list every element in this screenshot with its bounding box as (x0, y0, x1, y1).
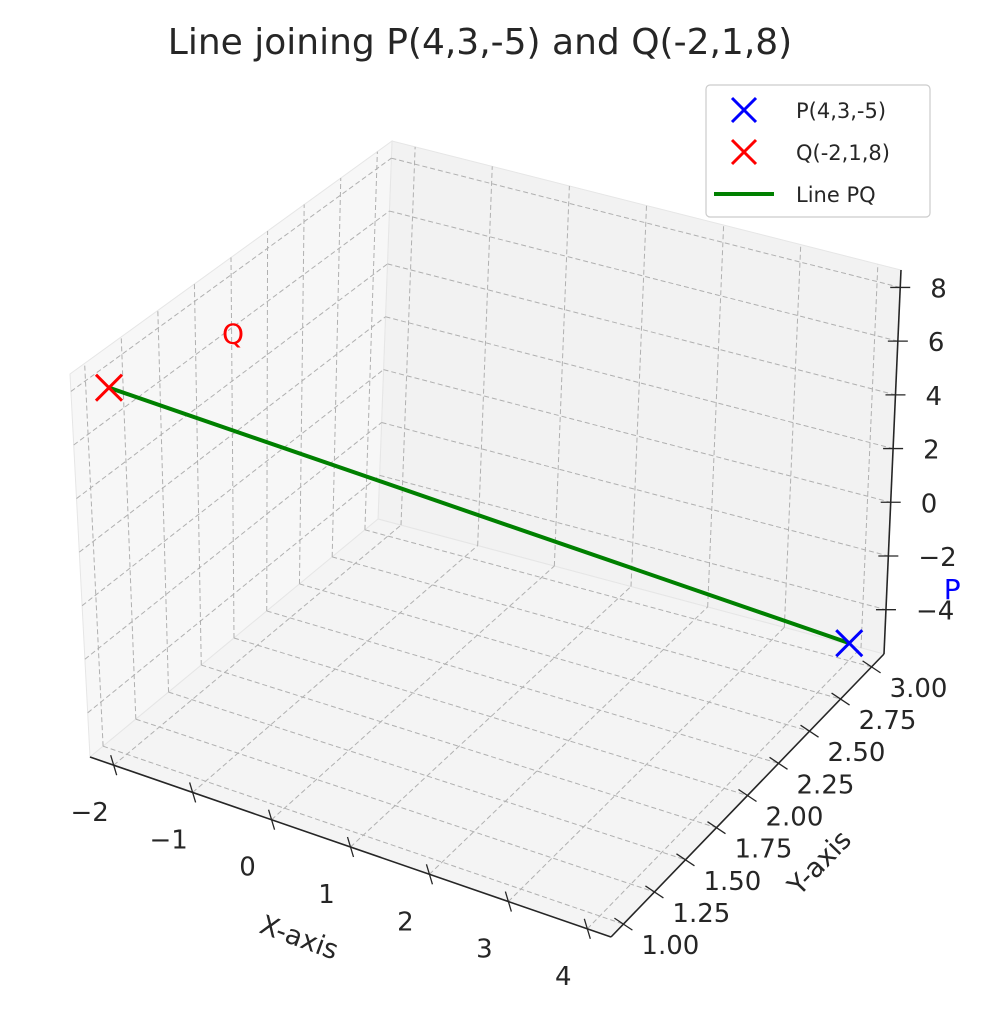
grid-x-floor (271, 565, 555, 821)
tick-labels: −2 −1 0 1 2 3 4 1.001.251.501.752.002.252.502.7… (71, 274, 957, 991)
z-axis-line (883, 269, 902, 655)
z-tick-label: −4 (916, 597, 954, 627)
chart-title: Line joining P(4,3,-5) and Q(-2,1,8) (168, 22, 792, 63)
legend-label: Line PQ (796, 183, 876, 207)
point-marker-q (94, 373, 124, 402)
z-tick-label: 6 (928, 328, 945, 358)
y-tick-mark (738, 788, 757, 803)
y-tick-label: 2.25 (797, 770, 855, 800)
x-tick-label: −1 (149, 825, 187, 855)
x-tick-label: 2 (397, 907, 414, 937)
legend: P(4,3,-5) Q(-2,1,8) Line PQ (705, 84, 931, 218)
grid-z-side (76, 263, 388, 499)
tick-marks (110, 286, 911, 940)
y-tick-mark (862, 660, 881, 674)
y-tick-mark (645, 885, 664, 899)
x-tick-label: 3 (476, 935, 493, 965)
grid-x-back (553, 185, 570, 567)
x-tick-label: 1 (318, 880, 335, 910)
z-tick-label: 2 (923, 436, 940, 466)
grid-x-back (477, 166, 493, 546)
grid-y-floor (299, 583, 810, 732)
y-tick-mark (676, 853, 695, 867)
grid-y-side (331, 178, 342, 557)
grid-x-floor (429, 606, 709, 875)
plot-data: QP (94, 318, 961, 658)
point-label-q: Q (222, 318, 244, 351)
y-tick-label: 2.00 (766, 803, 824, 833)
grid-y-floor (168, 691, 686, 861)
grid-z-back (381, 422, 889, 557)
legend-label: Q(-2,1,8) (796, 141, 890, 165)
x-tick-label: 0 (239, 853, 256, 883)
point-marker-p (835, 629, 864, 658)
y-tick-mark (800, 724, 819, 738)
grid-y-floor (233, 637, 748, 796)
y-tick-label: 1.25 (672, 899, 730, 929)
y-axis-label: Y-axis (781, 825, 858, 903)
z-tick-label: 8 (930, 274, 947, 304)
x-tick-mark (110, 754, 118, 776)
grid-z-back (379, 474, 887, 611)
z-tick-label: 4 (925, 382, 942, 412)
legend-marker (730, 96, 758, 124)
y-tick-label: 1.75 (734, 835, 792, 865)
grid-y-side (266, 231, 269, 611)
grid-z-side (70, 157, 392, 392)
grid-y-side (364, 151, 378, 530)
x-tick-label: 4 (555, 962, 572, 992)
grid-z-back (383, 369, 891, 503)
x-tick-mark (583, 918, 591, 940)
grid-y-floor (266, 610, 779, 764)
y-tick-label: 1.00 (641, 931, 699, 961)
grid-x-back (400, 146, 416, 526)
grid-y-side (298, 204, 305, 584)
x-tick-mark (267, 809, 276, 830)
z-tick-label: −2 (918, 543, 956, 573)
y-tick-label: 3.00 (890, 674, 948, 704)
grid-y-floor (102, 745, 624, 925)
y-tick-mark (614, 917, 633, 931)
grid-x-back (860, 264, 879, 648)
y-tick-label: 1.50 (703, 867, 761, 897)
x-tick-label: −2 (71, 798, 109, 828)
y-tick-label: 2.75 (859, 706, 917, 736)
marker-stroke (835, 629, 864, 658)
y-tick-mark (707, 821, 726, 835)
z-tick-label: 0 (921, 489, 938, 519)
x-axis-label: X-axis (256, 910, 343, 967)
legend-marker (730, 138, 758, 166)
y-tick-mark (831, 692, 850, 706)
series-line-pq (108, 385, 850, 645)
y-tick-label: 2.50 (828, 738, 886, 768)
grid-y-floor (201, 664, 717, 829)
grid-z-side (73, 210, 390, 446)
marker-stroke (94, 373, 124, 402)
grid-z-side (84, 422, 382, 660)
x-tick-mark (425, 864, 434, 885)
grid-y-floor (135, 718, 655, 893)
x-tick-mark (504, 891, 513, 912)
y-tick-mark (769, 756, 788, 770)
grid-lines (70, 146, 901, 930)
legend-box (705, 84, 931, 218)
point-label-p: P (944, 573, 961, 606)
x-tick-mark (346, 836, 355, 858)
grid-x-floor (508, 627, 785, 902)
grid-z-side (78, 316, 386, 553)
legend-label: P(4,3,-5) (796, 99, 886, 123)
grid-z-side (87, 474, 380, 714)
x-tick-mark (188, 782, 197, 803)
